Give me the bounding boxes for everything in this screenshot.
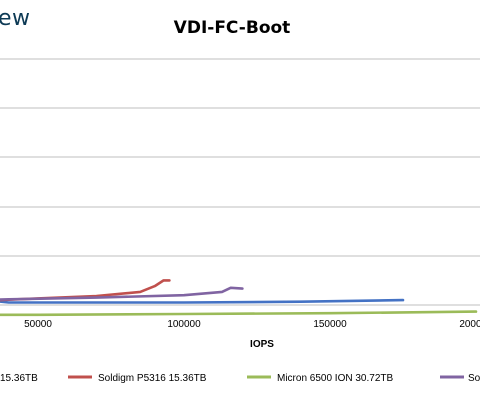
series-line-0 [0,298,405,304]
legend-label-2: Micron 6500 ION 30.72TB [277,373,393,384]
brand-logo-text: ew [0,6,31,31]
gridlines [0,58,480,306]
series-line-3 [0,286,244,301]
legend-label-0: 15.36TB [0,373,38,384]
series-lines [0,279,478,317]
x-axis-label: IOPS [250,339,274,350]
x-tick-label-0: 50000 [24,319,52,330]
x-tick-labels: 50000 100000 150000 200000 [24,319,480,330]
x-tick-label-1: 100000 [167,319,201,330]
x-tick-label-3: 200000 [459,319,480,330]
chart-title: VDI-FC-Boot [174,18,291,38]
legend-label-3: So [468,373,480,384]
x-tick-label-2: 150000 [313,319,347,330]
series-line-2 [0,310,478,317]
legend: 15.36TB Soldigm P5316 15.36TB Micron 6500 … [0,373,480,384]
legend-label-1: Soldigm P5316 15.36TB [98,373,207,384]
